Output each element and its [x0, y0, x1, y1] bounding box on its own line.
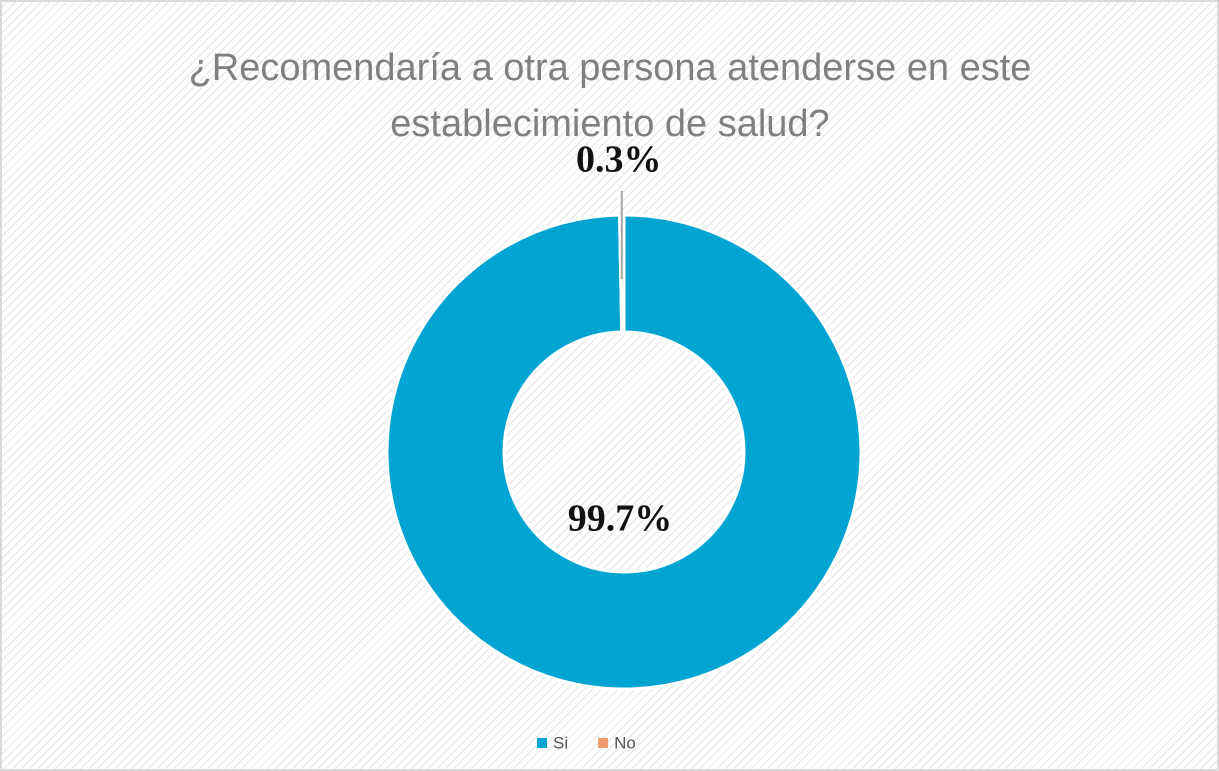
- data-label: 99.7%: [568, 498, 673, 540]
- legend-label: No: [614, 733, 636, 752]
- legend-label: Si: [553, 733, 568, 752]
- legend-swatch: [537, 738, 547, 748]
- data-label: 0.3%: [576, 139, 662, 181]
- legend-swatch: [598, 738, 609, 748]
- chart-title: ¿Recomendaría a otra persona atenderse e…: [188, 47, 1032, 145]
- donut-slice: [385, 213, 863, 691]
